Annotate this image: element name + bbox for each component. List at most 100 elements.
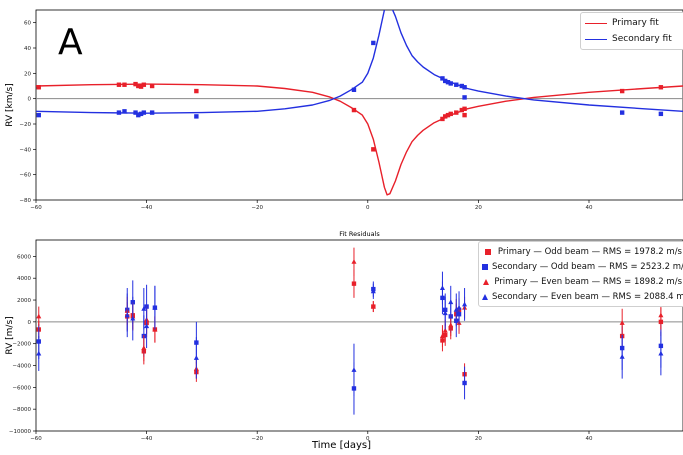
data-point-square <box>454 110 459 115</box>
legend-entry-secondary-fit: Secondary fit <box>585 31 683 47</box>
secondary-fit-line <box>36 10 683 114</box>
data-point-square <box>116 82 122 87</box>
data-point-square <box>122 109 127 114</box>
data-point-triangle <box>439 333 445 339</box>
series-0 <box>36 81 664 152</box>
data-point-triangle <box>619 353 625 359</box>
y-tick-label: −20 <box>19 122 31 128</box>
y-tick-label: −2000 <box>12 342 31 348</box>
data-point-square <box>138 84 144 89</box>
data-point-triangle <box>124 312 130 318</box>
data-point-square <box>141 110 147 115</box>
data-point-square <box>658 111 664 117</box>
y-axis-label: RV [km/s] <box>5 83 15 127</box>
data-point-square <box>136 112 141 118</box>
x-tick-label: −60 <box>30 436 42 442</box>
x-tick-label: 20 <box>475 436 482 442</box>
data-point-triangle <box>462 301 468 307</box>
data-point-square <box>149 83 155 89</box>
data-point-square <box>462 95 467 100</box>
data-point-square <box>448 81 453 86</box>
legend-label-secondary-fit: Secondary fit <box>612 34 672 44</box>
x-tick-label: −40 <box>141 436 153 442</box>
data-point-square <box>194 114 199 119</box>
data-point-triangle <box>351 259 357 264</box>
data-point-triangle <box>36 313 42 319</box>
x-tick-label: 20 <box>475 205 482 211</box>
data-point-square <box>443 78 448 84</box>
series-1 <box>36 40 664 119</box>
y-tick-label: 40 <box>24 46 31 52</box>
data-point-square <box>371 147 376 152</box>
y-tick-label: 2000 <box>17 298 31 304</box>
data-point-square <box>36 85 41 90</box>
data-point-triangle <box>36 350 42 356</box>
data-point-square <box>459 107 465 113</box>
data-point-square <box>443 114 448 119</box>
data-point-square <box>454 82 459 87</box>
legend-entry-primary-odd: Primary — Odd beam — RMS = 1978.2 m/s <box>482 244 682 259</box>
x-tick-label: −40 <box>141 205 153 211</box>
data-point-triangle <box>144 323 150 329</box>
plot-area <box>36 247 683 415</box>
data-point-square <box>136 83 141 89</box>
data-point-triangle <box>448 299 454 305</box>
series-3 <box>36 271 664 397</box>
legend-marker-triangle-icon <box>482 278 490 285</box>
data-point-triangle <box>193 355 199 360</box>
legend-label-primary-odd: Primary — Odd beam — RMS = 1978.2 m/s <box>497 246 682 257</box>
data-point-square <box>462 85 467 90</box>
top-legend: Primary fit Secondary fit <box>580 12 683 50</box>
legend-swatch-primary-fit <box>585 22 607 24</box>
data-point-square <box>36 112 41 118</box>
plot-area <box>36 10 683 196</box>
y-axis-label: RV [m/s] <box>5 316 15 354</box>
data-point-triangle <box>351 367 357 372</box>
y-tick-label: −6000 <box>12 385 31 391</box>
data-point-triangle <box>152 304 158 310</box>
panel-letter: A <box>58 22 83 63</box>
panel-residuals: −60 −40 −20 0 20 40 −10000 −8000 −6000 −4000 −2000… <box>5 230 683 442</box>
data-point-triangle <box>658 312 664 318</box>
y-tick-label: −8000 <box>12 407 31 413</box>
legend-entry-secondary-even: Secondary — Even beam — RMS = 2088.4 m/s <box>482 289 683 304</box>
y-tick-label: 0 <box>28 320 32 326</box>
data-point-square <box>133 110 138 115</box>
data-point-square <box>440 116 445 122</box>
x-tick-label: 40 <box>585 205 592 211</box>
y-tick-label: −4000 <box>12 364 31 370</box>
legend-label-secondary-even: Secondary — Even beam — RMS = 2088.4 m/s <box>492 291 683 302</box>
data-point-triangle <box>130 315 136 321</box>
x-tick-label: −60 <box>30 205 42 211</box>
data-point-square <box>440 76 445 81</box>
x-tick-label: 40 <box>585 436 592 442</box>
plot-frame <box>35 9 683 201</box>
data-point-triangle <box>370 303 376 309</box>
legend-entry-secondary-odd: Secondary — Odd beam — RMS = 2523.2 m/s <box>482 259 683 274</box>
data-point-square <box>351 281 357 286</box>
y-tick-label: −40 <box>19 147 31 153</box>
data-point-triangle <box>448 322 454 328</box>
data-point-triangle <box>453 307 459 312</box>
data-point-triangle <box>456 304 462 310</box>
data-point-square <box>462 106 467 111</box>
data-point-triangle <box>439 285 445 290</box>
data-point-square <box>448 111 453 117</box>
x-tick-label: 0 <box>366 205 370 211</box>
legend-label-primary-fit: Primary fit <box>612 18 659 28</box>
data-point-square <box>445 112 451 118</box>
data-point-triangle <box>141 345 147 351</box>
y-tick-label: 0 <box>28 97 32 103</box>
data-point-square <box>658 85 664 90</box>
legend-entry-primary-fit: Primary fit <box>585 15 683 31</box>
legend-swatch-secondary-fit <box>585 38 607 40</box>
residuals-legend: Primary — Odd beam — RMS = 1978.2 m/s Se… <box>478 241 683 307</box>
x-tick-label: −20 <box>251 436 263 442</box>
legend-entry-primary-even: Primary — Even beam — RMS = 1898.2 m/s <box>482 274 682 289</box>
legend-label-primary-even: Primary — Even beam — RMS = 1898.2 m/s <box>494 276 682 287</box>
data-point-square <box>138 111 144 117</box>
x-tick-label: −20 <box>251 205 263 211</box>
chart-title: Fit Residuals <box>339 230 380 238</box>
data-point-triangle <box>141 305 147 311</box>
